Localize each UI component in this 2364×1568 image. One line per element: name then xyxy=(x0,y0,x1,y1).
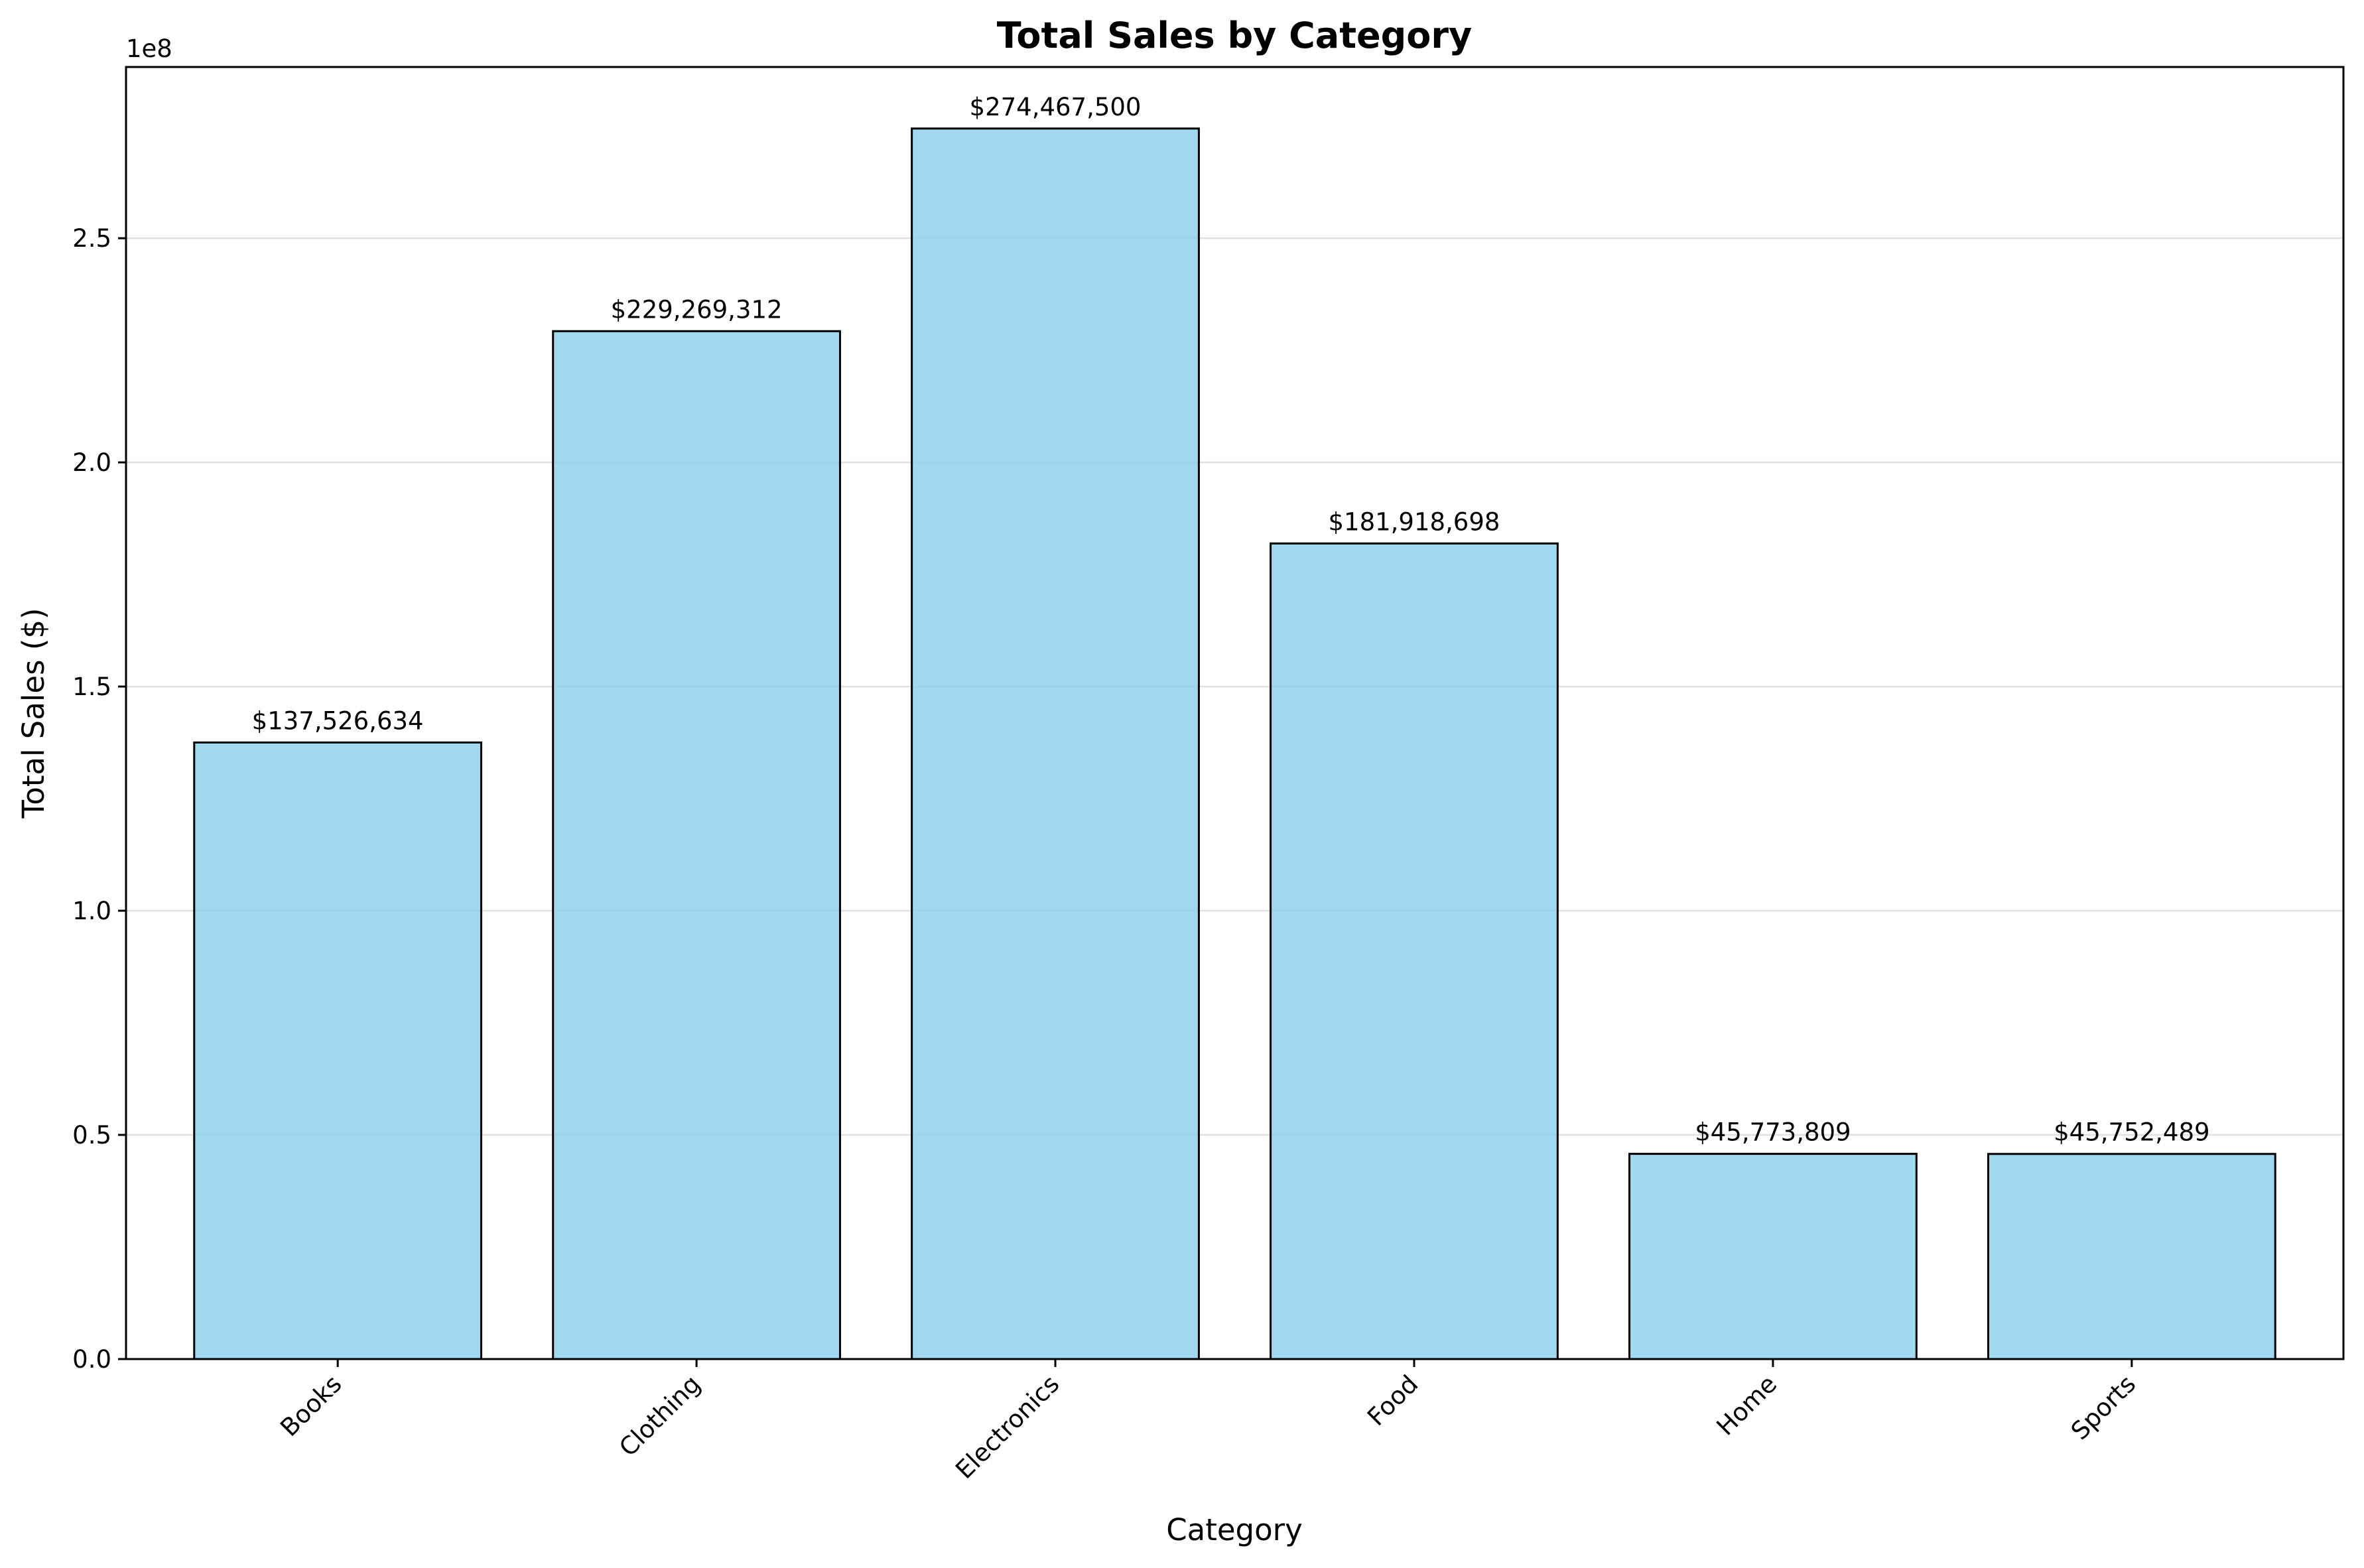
bar-books xyxy=(193,741,483,1360)
bars xyxy=(193,127,2276,1360)
y-tick-label: 0.5 xyxy=(72,1121,111,1149)
y-tick-label: 1.0 xyxy=(72,897,111,925)
data-label: $274,467,500 xyxy=(970,93,1142,121)
data-labels: $137,526,634 $229,269,312 $274,467,500 $181… xyxy=(252,93,2210,1147)
bar-sports xyxy=(1987,1153,2276,1360)
y-tick-label: 2.5 xyxy=(72,224,111,253)
y-tick-label: 1.5 xyxy=(72,673,111,701)
y-axis-label: Total Sales ($) xyxy=(16,608,51,818)
bar-electronics xyxy=(911,127,1200,1360)
data-label: $137,526,634 xyxy=(252,706,424,735)
y-tick-label: 2.0 xyxy=(72,448,111,477)
bar-clothing xyxy=(552,330,841,1360)
bar-home xyxy=(1628,1153,1918,1360)
bar-food xyxy=(1270,542,1559,1360)
data-label: $45,752,489 xyxy=(2054,1118,2209,1147)
y-tick-label: 0.0 xyxy=(72,1345,111,1374)
gridlines xyxy=(126,237,2343,1136)
chart-title: Total Sales by Category xyxy=(997,15,1472,56)
y-axis-offset-text: 1e8 xyxy=(126,34,172,63)
data-label: $181,918,698 xyxy=(1329,507,1500,536)
data-label: $45,773,809 xyxy=(1695,1118,1851,1147)
y-axis-ticks: 0.0 0.5 1.0 1.5 2.0 2.5 xyxy=(72,224,126,1374)
data-label: $229,269,312 xyxy=(611,295,783,324)
plot-frame xyxy=(125,66,2345,1360)
x-axis-label: Category xyxy=(1166,1512,1303,1547)
